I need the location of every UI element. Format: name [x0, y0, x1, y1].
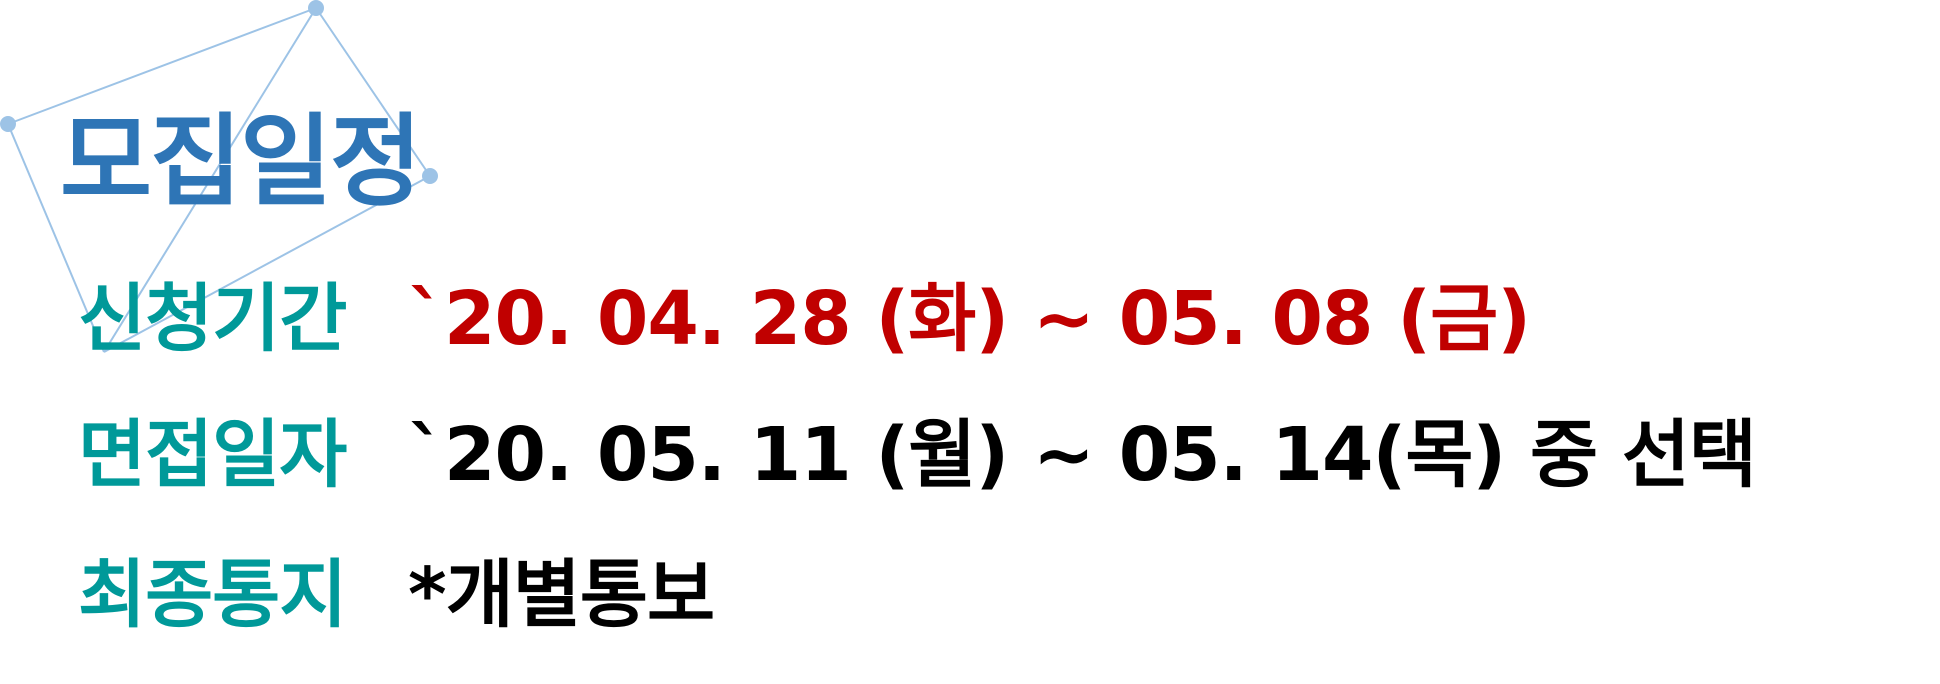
schedule-row-application-period: 신청기간 `20. 04. 28 (화) ~ 05. 08 (금) — [78, 276, 1531, 362]
final-notice-label: 최종통지 — [78, 552, 347, 638]
application-period-label: 신청기간 — [78, 276, 347, 362]
schedule-row-interview-date: 면접일자 `20. 05. 11 (월) ~ 05. 14(목) 중 선택 — [78, 412, 1757, 498]
schedule-row-final-notice: 최종통지 *개별통보 — [78, 552, 715, 638]
application-period-value: `20. 04. 28 (화) ~ 05. 08 (금) — [408, 276, 1531, 362]
interview-date-value: `20. 05. 11 (월) ~ 05. 14(목) 중 선택 — [408, 412, 1757, 498]
page-title: 모집일정 — [60, 103, 422, 220]
interview-date-label: 면접일자 — [78, 412, 347, 498]
final-notice-value: *개별통보 — [408, 552, 715, 638]
network-lines-decoration — [0, 0, 438, 353]
